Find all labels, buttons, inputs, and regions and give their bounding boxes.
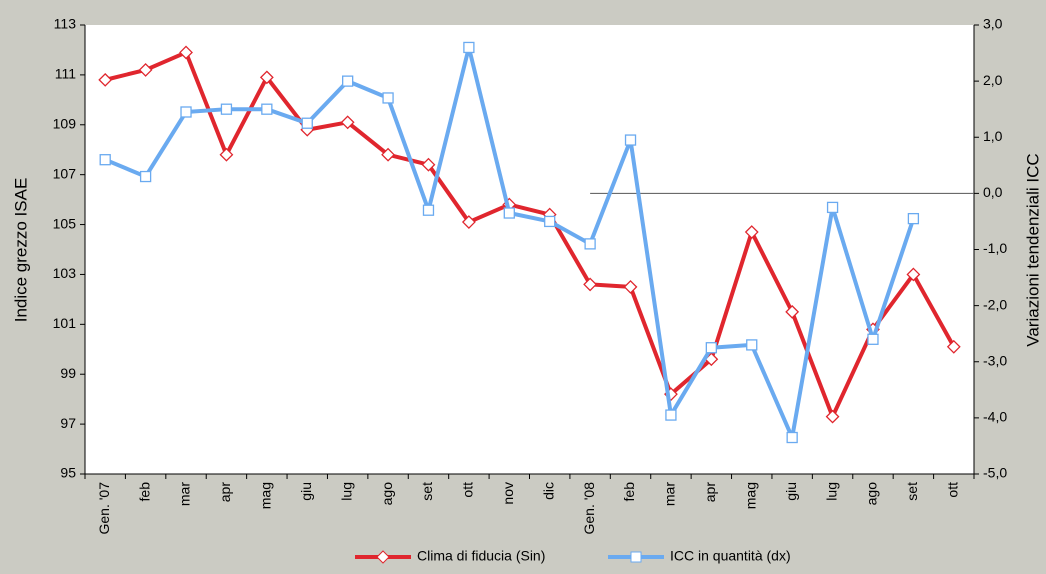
y2-tick-label: 0,0 bbox=[983, 184, 1003, 200]
x-tick-label: mar bbox=[662, 482, 678, 506]
point bbox=[785, 304, 800, 319]
point bbox=[826, 201, 839, 214]
y2-tick-label: -3,0 bbox=[983, 352, 1007, 368]
point bbox=[583, 277, 598, 292]
point bbox=[461, 215, 476, 229]
legend-marker bbox=[376, 550, 390, 564]
series-line bbox=[104, 50, 956, 419]
y-tick-label: 99 bbox=[60, 365, 76, 381]
x-tick-label: mar bbox=[177, 482, 193, 506]
point bbox=[340, 115, 355, 130]
point bbox=[906, 267, 921, 282]
y2-tick-label: -2,0 bbox=[983, 296, 1007, 312]
point bbox=[744, 225, 759, 239]
x-tick-label: Gen. '08 bbox=[581, 482, 597, 535]
plot-area bbox=[85, 25, 974, 474]
point bbox=[138, 62, 153, 77]
point bbox=[705, 342, 717, 354]
y-tick-label: 95 bbox=[60, 465, 76, 481]
x-tick-label: nov bbox=[500, 482, 516, 505]
x-tick-label: set bbox=[904, 482, 920, 501]
legend-label: Clima di fiducia (Sin) bbox=[417, 548, 545, 564]
x-tick-label: set bbox=[419, 482, 435, 501]
point bbox=[220, 103, 233, 115]
y2-tick-label: -5,0 bbox=[983, 465, 1007, 481]
x-tick-label: dic bbox=[540, 482, 556, 500]
point bbox=[544, 215, 556, 228]
point bbox=[98, 72, 113, 87]
point bbox=[139, 170, 152, 183]
point bbox=[825, 409, 840, 424]
y-axis-title: Indice grezzo ISAE bbox=[11, 178, 30, 323]
y-tick-label: 111 bbox=[55, 66, 76, 82]
point bbox=[503, 207, 515, 219]
point bbox=[342, 75, 354, 87]
point bbox=[261, 103, 273, 115]
y-tick-label: 97 bbox=[60, 415, 76, 431]
y-tick-label: 103 bbox=[53, 265, 77, 281]
x-tick-label: lug bbox=[338, 482, 354, 501]
point bbox=[219, 147, 234, 162]
y2-tick-label: -1,0 bbox=[983, 240, 1007, 256]
y2-tick-label: -4,0 bbox=[983, 409, 1007, 425]
y-tick-label: 107 bbox=[53, 165, 77, 181]
x-tick-label: mag bbox=[258, 482, 274, 509]
legend-label: ICC in quantità (dx) bbox=[670, 548, 791, 564]
point bbox=[746, 339, 758, 351]
x-tick-label: feb bbox=[136, 482, 152, 502]
point bbox=[99, 154, 111, 166]
x-tick-label: ago bbox=[864, 482, 880, 506]
point bbox=[623, 279, 638, 294]
x-tick-label: apr bbox=[702, 482, 718, 503]
y2-tick-label: 1,0 bbox=[983, 128, 1003, 144]
x-tick-label: ago bbox=[379, 482, 395, 506]
point bbox=[463, 41, 475, 54]
point bbox=[422, 204, 435, 216]
x-tick-label: apr bbox=[217, 482, 233, 503]
point bbox=[867, 333, 879, 345]
point bbox=[665, 409, 677, 421]
point bbox=[259, 70, 274, 85]
point bbox=[382, 92, 394, 104]
x-tick-label: ott bbox=[944, 482, 960, 498]
x-tick-label: ott bbox=[460, 482, 476, 498]
point bbox=[301, 117, 313, 129]
x-tick-label: mag bbox=[742, 482, 758, 509]
point bbox=[179, 45, 193, 60]
y-tick-label: 101 bbox=[53, 315, 77, 331]
x-tick-label: giu bbox=[298, 482, 314, 501]
y-tick-label: 109 bbox=[53, 115, 77, 131]
x-tick-label: giu bbox=[783, 482, 799, 501]
point bbox=[584, 238, 596, 250]
x-tick-label: feb bbox=[621, 482, 637, 502]
point bbox=[180, 106, 192, 118]
x-tick-label: lug bbox=[823, 482, 839, 501]
legend-marker bbox=[630, 551, 642, 563]
y2-tick-label: 3,0 bbox=[983, 16, 1003, 32]
y-tick-label: 105 bbox=[53, 215, 77, 231]
y2-tick-label: 2,0 bbox=[983, 72, 1003, 88]
y-tick-label: 113 bbox=[54, 16, 77, 32]
x-tick-label: Gen. '07 bbox=[96, 482, 112, 535]
point bbox=[907, 212, 920, 225]
point bbox=[381, 147, 395, 162]
y2-axis-title: Variazioni tendenziali ICC bbox=[1023, 153, 1042, 346]
point bbox=[946, 339, 961, 354]
point bbox=[624, 134, 637, 146]
point bbox=[786, 431, 798, 444]
point bbox=[421, 157, 436, 172]
